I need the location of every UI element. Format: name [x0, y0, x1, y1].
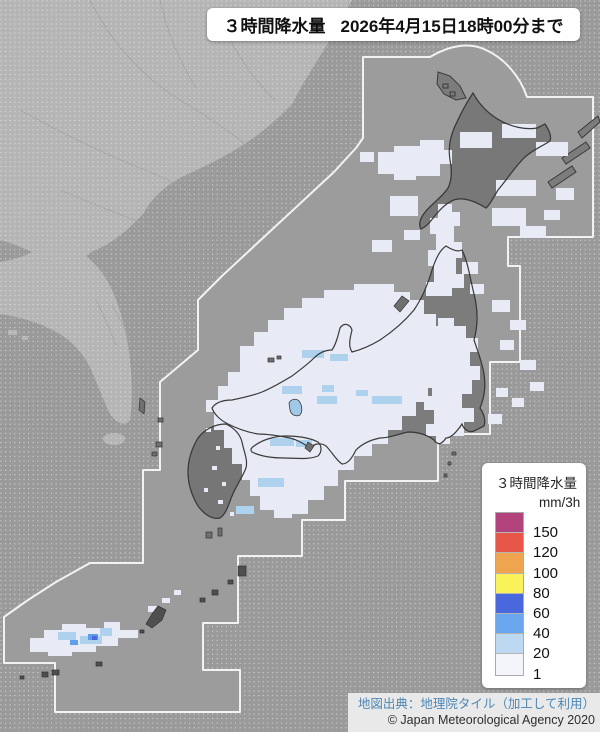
lake-biwa: [288, 398, 303, 417]
legend-swatch-80: [496, 573, 523, 594]
legend-swatch-1: [496, 654, 523, 675]
map-title-bar: ３時間降水量 2026年4月15日18時00分まで: [207, 8, 580, 41]
map-attribution: 地図出典：地理院タイル（加工して利用） © Japan Meteorologic…: [347, 693, 600, 732]
legend-label-1: 1: [533, 665, 542, 683]
ryukyu-islands: [19, 565, 247, 680]
legend-label-100: 100: [533, 564, 559, 582]
legend-unit: mm/3h: [539, 495, 581, 510]
legend-label-60: 60: [533, 604, 550, 622]
tsushima-island: [138, 397, 146, 415]
legend-swatch-20: [496, 634, 523, 655]
map-title-datetime: 2026年4月15日18時00分まで: [340, 17, 564, 36]
legend-swatch-column: [495, 512, 524, 676]
legend-label-120: 120: [533, 544, 559, 562]
legend-label-40: 40: [533, 625, 550, 643]
legend-label-80: 80: [533, 584, 550, 602]
precipitation-level60: [92, 636, 97, 640]
precipitation-level20: [58, 350, 402, 644]
legend-title: ３時間降水量: [496, 476, 577, 491]
precipitation-legend: ３時間降水量 mm/3h 150 120 100 80 60 40 20 1: [482, 463, 586, 688]
sado-island: [393, 295, 410, 313]
japan-landmass: [187, 71, 600, 519]
attribution-source: 地図出典：地理院タイル（加工して利用）: [357, 697, 595, 711]
legend-label-column: 150 120 100 80 60 40 20 1: [533, 512, 559, 681]
kuril-islands: [547, 115, 600, 189]
legend-swatch-150: [496, 513, 523, 534]
legend-label-20: 20: [533, 645, 550, 663]
sakhalin-tip: [436, 71, 467, 101]
legend-swatch-120: [496, 533, 523, 554]
legend-label-150: 150: [533, 524, 559, 542]
small-islands: [19, 295, 457, 680]
legend-swatch-100: [496, 553, 523, 574]
legend-swatch-60: [496, 593, 523, 614]
map-title-label: ３時間降水量: [223, 17, 326, 36]
okinawa-island: [145, 605, 167, 629]
attribution-copyright: © Japan Meteorological Agency 2020: [387, 713, 595, 727]
legend-swatch-40: [496, 613, 523, 635]
awaji-island: [304, 441, 315, 453]
